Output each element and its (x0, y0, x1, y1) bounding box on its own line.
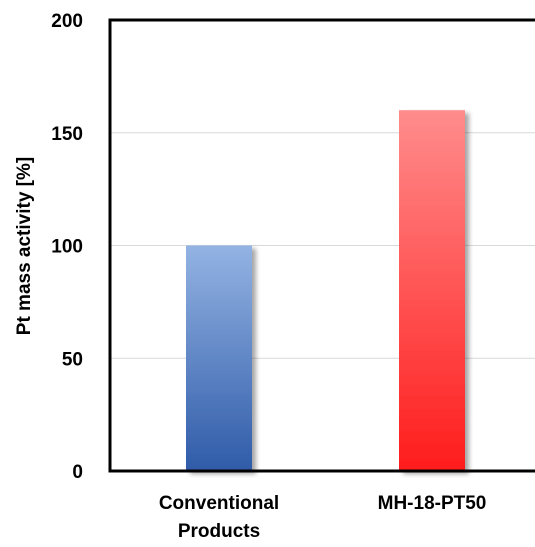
y-tick-label: 0 (72, 462, 83, 483)
y-tick-label: 100 (51, 237, 83, 258)
y-tick-label: 150 (51, 124, 83, 145)
gridlines (110, 132, 535, 359)
y-axis-label: Pt mass activity [%] (14, 157, 35, 335)
y-axis-ticks: 0 50 100 150 200 (51, 11, 83, 483)
x-category-label: Conventional Products (159, 493, 279, 542)
bars (186, 110, 465, 471)
x-axis-categories: Conventional Products MH-18-PT50 (159, 493, 487, 542)
y-tick-label: 50 (62, 349, 83, 370)
x-category-label: MH-18-PT50 (378, 493, 487, 514)
bar-1 (186, 245, 252, 471)
plot-frame (108, 18, 535, 473)
bar-2 (399, 110, 465, 471)
y-tick-label: 200 (51, 11, 83, 32)
